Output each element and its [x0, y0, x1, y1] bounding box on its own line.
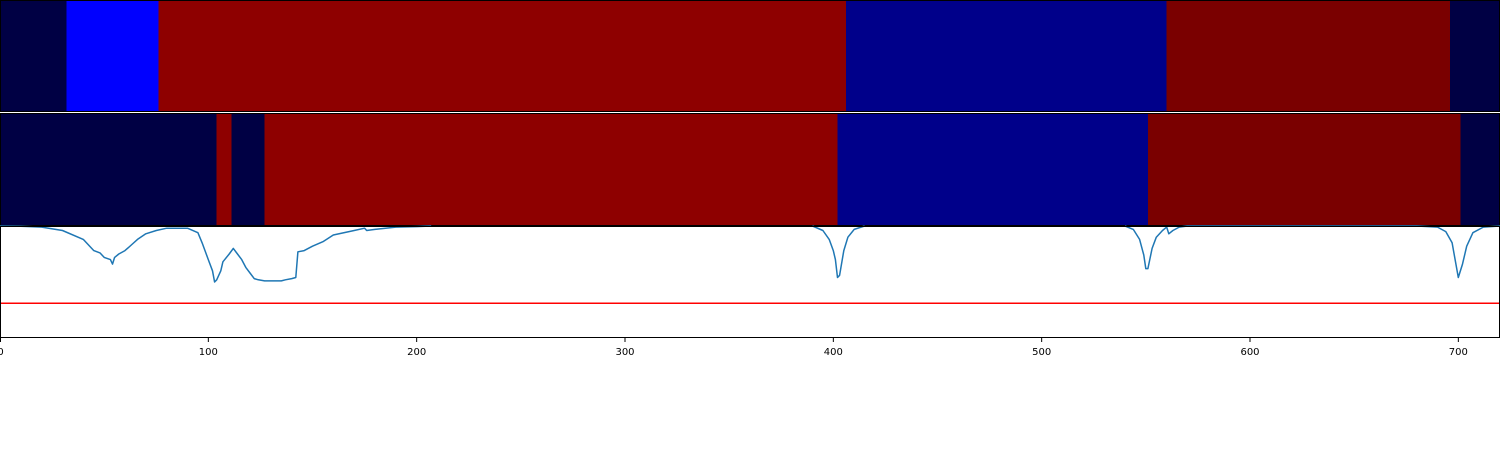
series-line	[812, 225, 865, 279]
x-tick-label: 400	[824, 347, 843, 358]
x-tick-label: 200	[407, 347, 426, 358]
heatmap-segment	[1450, 0, 1500, 112]
x-tick-label: 100	[199, 347, 218, 358]
heatmap-segment	[845, 0, 1167, 112]
x-tick-label: 600	[1240, 347, 1259, 358]
heatmap-segment	[66, 0, 159, 112]
line-plot-area	[0, 225, 1500, 338]
heatmap-segment	[1460, 113, 1500, 226]
x-tick-label: 300	[615, 347, 634, 358]
plot-background	[0, 226, 1500, 338]
heatmap-segment	[1166, 0, 1450, 112]
heatmap-segment	[0, 113, 217, 226]
heatmap-segment	[264, 113, 838, 226]
heatmap-segment	[231, 113, 265, 226]
top-strip-heatmap	[0, 0, 1500, 112]
x-axis: 0 100 200 300 400 500 600 700	[0, 338, 1468, 358]
x-tick-label: 0	[0, 347, 4, 358]
heatmap-segment	[1147, 113, 1461, 226]
heatmap-segment	[216, 113, 232, 226]
heatmap-segment	[837, 113, 1148, 226]
x-tick-label: 700	[1449, 347, 1468, 358]
middle-strip-heatmap	[0, 113, 1500, 226]
series-line	[0, 225, 432, 283]
heatmap-segment	[158, 0, 846, 112]
heatmap-segment	[0, 0, 67, 112]
x-tick-label: 500	[1032, 347, 1051, 358]
